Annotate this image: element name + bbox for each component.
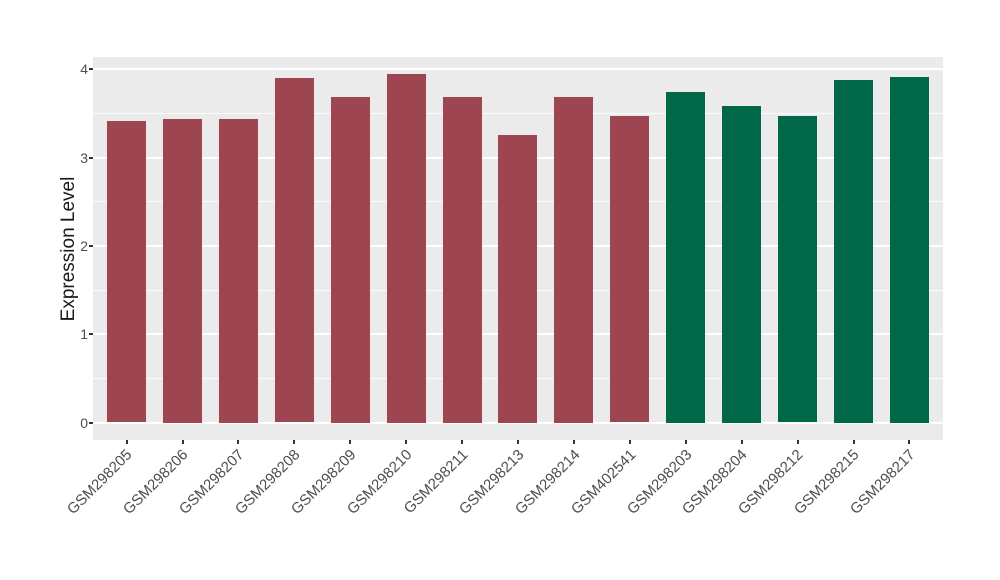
bar-GSM402541 [610,115,650,423]
bar-GSM298211 [442,96,482,423]
x-tick-mark [628,440,631,444]
x-tick-mark [572,440,575,444]
x-tick-mark [405,440,408,444]
y-tick-mark [89,244,93,247]
y-axis-title: Expression Level [58,176,79,322]
y-tick-label: 4 [80,61,88,78]
y-tick-label: 2 [80,237,88,254]
bar-GSM298208 [274,77,314,423]
x-tick-mark [181,440,184,444]
x-tick-mark [461,440,464,444]
y-tick-label: 0 [80,414,88,431]
x-tick-mark [684,440,687,444]
y-tick-mark [89,156,93,159]
x-tick-mark [796,440,799,444]
x-tick-mark [740,440,743,444]
x-tick-mark [908,440,911,444]
bar-GSM298215 [834,79,874,423]
bar-GSM298217 [889,77,929,423]
x-tick-mark [293,440,296,444]
bar-GSM298205 [107,121,147,423]
bar-GSM298209 [330,96,370,423]
y-tick-label: 3 [80,149,88,166]
x-tick-mark [349,440,352,444]
gridline-major [93,421,943,424]
bar-GSM298214 [554,96,594,423]
x-tick-mark [852,440,855,444]
y-tick-mark [89,68,93,71]
bar-GSM298212 [778,115,818,423]
bar-GSM298203 [666,92,706,423]
y-tick-mark [89,333,93,336]
gridline-major [93,68,943,71]
bar-GSM298206 [162,118,202,423]
x-tick-mark [237,440,240,444]
y-tick-mark [89,421,93,424]
bar-GSM298213 [498,134,538,423]
bar-GSM298210 [386,74,426,423]
y-tick-label: 1 [80,326,88,343]
gridline-minor [93,112,943,114]
x-tick-mark [517,440,519,444]
bar-GSM298207 [218,118,258,423]
bar-GSM298204 [722,106,762,423]
x-tick-mark [125,440,128,444]
plot-panel [93,57,943,440]
